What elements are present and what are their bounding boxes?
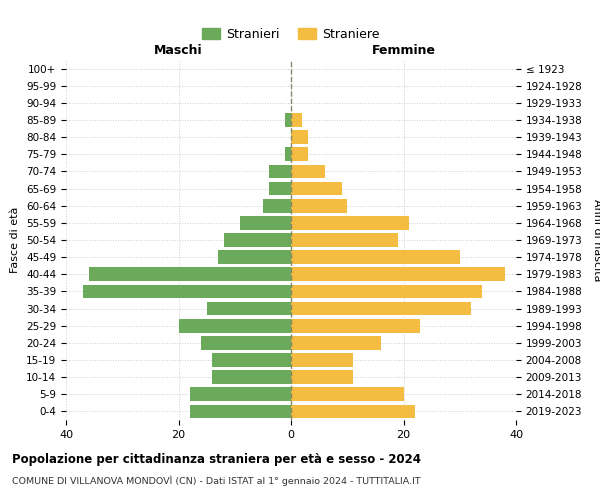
Bar xyxy=(291,302,471,316)
Bar xyxy=(291,130,308,144)
Bar xyxy=(291,404,415,418)
Bar xyxy=(291,250,460,264)
Bar xyxy=(190,388,291,401)
Bar xyxy=(291,182,341,196)
Bar xyxy=(218,250,291,264)
Text: Femmine: Femmine xyxy=(371,44,436,57)
Bar xyxy=(190,404,291,418)
Bar xyxy=(291,148,308,161)
Bar xyxy=(206,302,291,316)
Bar xyxy=(291,353,353,367)
Legend: Stranieri, Straniere: Stranieri, Straniere xyxy=(197,23,385,46)
Bar xyxy=(291,113,302,127)
Bar xyxy=(269,164,291,178)
Bar xyxy=(241,216,291,230)
Bar xyxy=(291,216,409,230)
Bar xyxy=(83,284,291,298)
Bar xyxy=(291,370,353,384)
Bar xyxy=(291,284,482,298)
Bar xyxy=(291,388,404,401)
Text: Popolazione per cittadinanza straniera per età e sesso - 2024: Popolazione per cittadinanza straniera p… xyxy=(12,452,421,466)
Bar xyxy=(291,164,325,178)
Bar xyxy=(201,336,291,349)
Bar xyxy=(286,148,291,161)
Text: Maschi: Maschi xyxy=(154,44,203,57)
Bar xyxy=(269,182,291,196)
Bar xyxy=(291,233,398,247)
Bar xyxy=(291,199,347,212)
Bar xyxy=(263,199,291,212)
Text: COMUNE DI VILLANOVA MONDOVÌ (CN) - Dati ISTAT al 1° gennaio 2024 - TUTTITALIA.IT: COMUNE DI VILLANOVA MONDOVÌ (CN) - Dati … xyxy=(12,476,421,486)
Bar xyxy=(223,233,291,247)
Y-axis label: Anni di nascita: Anni di nascita xyxy=(592,198,600,281)
Bar xyxy=(291,336,381,349)
Bar xyxy=(286,113,291,127)
Bar xyxy=(212,370,291,384)
Bar xyxy=(212,353,291,367)
Bar xyxy=(291,319,421,332)
Bar xyxy=(179,319,291,332)
Bar xyxy=(291,268,505,281)
Y-axis label: Fasce di età: Fasce di età xyxy=(10,207,20,273)
Bar xyxy=(89,268,291,281)
